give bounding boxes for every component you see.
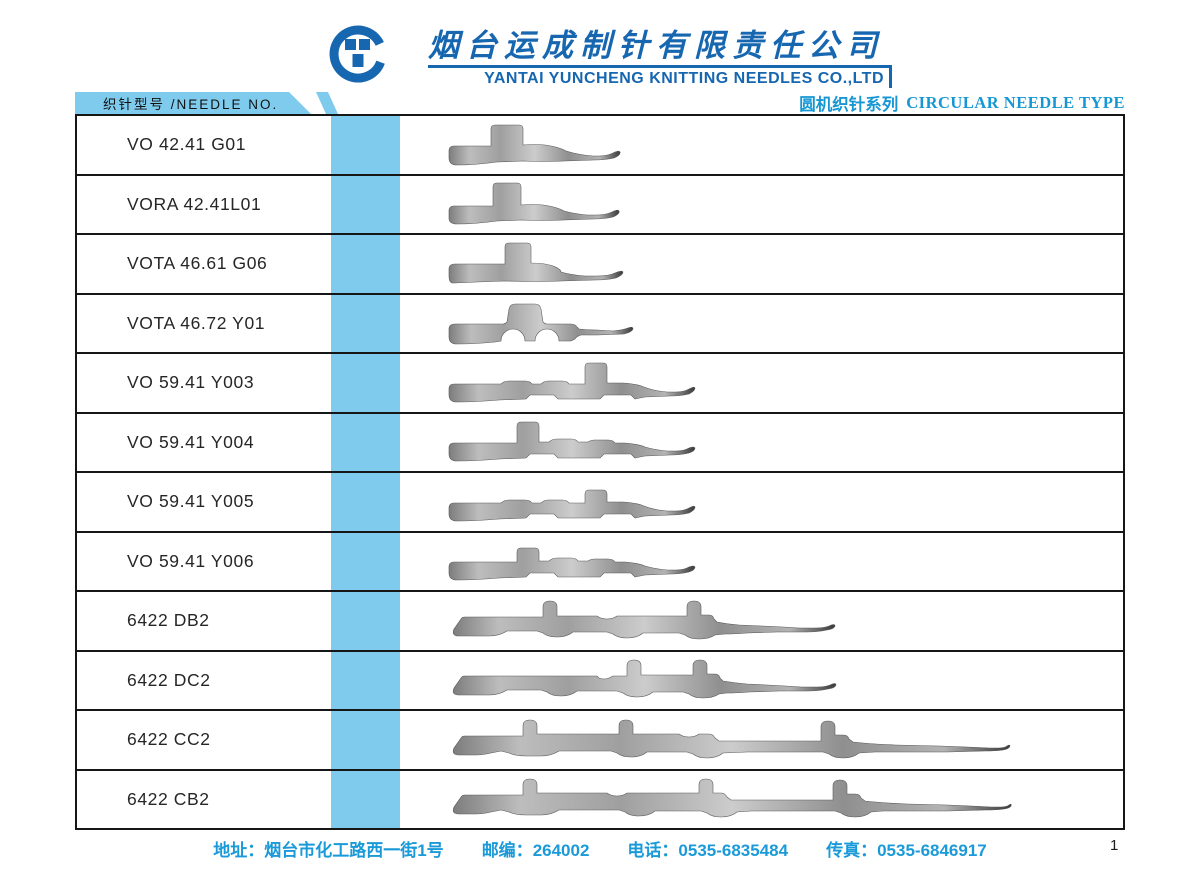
table-row: VO 59.41 Y003: [77, 352, 1123, 412]
needle-model-label: VOTA 46.72 Y01: [127, 312, 266, 333]
footer-address: 地址：烟台市化工路西一街1号: [213, 841, 444, 860]
needle-silhouette-image: [447, 477, 697, 527]
table-row: VO 59.41 Y004: [77, 411, 1123, 472]
table-row: VOTA 46.61 G06: [77, 233, 1123, 293]
needle-no-header-bar: 织针型号 /NEEDLE NO.: [75, 92, 311, 114]
needle-model-label: VORA 42.41L01: [127, 193, 262, 214]
company-logo-icon: [329, 25, 385, 83]
series-title-cn: 圆机织针系列: [799, 96, 899, 114]
table-row: VO 59.41 Y005: [77, 471, 1123, 531]
needle-silhouette-image: [447, 596, 847, 646]
needle-model-label: VO 59.41 Y004: [127, 431, 255, 452]
table-row: 6422 DB2: [77, 590, 1123, 650]
needle-silhouette-image: [447, 298, 642, 348]
footer-zip: 邮编：264002: [481, 841, 590, 860]
series-header: 圆机织针系列 CIRCULAR NEEDLE TYPE: [799, 92, 1125, 114]
table-row: VOTA 46.72 Y01: [77, 292, 1123, 353]
needle-model-label: 6422 CB2: [127, 788, 210, 809]
needle-silhouette-image: [447, 239, 637, 289]
needle-silhouette-image: [447, 536, 697, 586]
needle-model-label: 6422 DC2: [127, 669, 211, 690]
series-title-en: CIRCULAR NEEDLE TYPE: [906, 93, 1125, 112]
needle-silhouette-image: [447, 120, 627, 170]
needle-silhouette-image: [447, 358, 697, 408]
needle-silhouette-image: [447, 715, 1012, 765]
needle-table: VO 42.41 G01 VORA 42.41L01 VOTA 46.61 G06 V…: [75, 114, 1125, 830]
needle-model-label: 6422 DB2: [127, 610, 210, 631]
footer-fax: 传真：0535-6846917: [826, 841, 987, 860]
needle-model-label: 6422 CC2: [127, 729, 211, 750]
header-bar-slash-piece: [316, 92, 338, 114]
company-name-cn: 烟台运成制针有限责任公司: [428, 28, 884, 64]
needle-model-label: VO 59.41 Y006: [127, 550, 255, 571]
needle-model-label: VO 42.41 G01: [127, 134, 247, 155]
company-name-en: YANTAI YUNCHENG KNITTING NEEDLES CO.,LTD: [484, 70, 884, 87]
table-row: 6422 CB2: [77, 768, 1123, 829]
brand-block: 烟台运成制针有限责任公司 YANTAI YUNCHENG KNITTING NE…: [428, 28, 892, 88]
needle-silhouette-image: [447, 417, 697, 467]
needle-model-label: VOTA 46.61 G06: [127, 253, 268, 274]
needle-silhouette-image: [447, 179, 627, 229]
needle-no-header-label: 织针型号 /NEEDLE NO.: [103, 97, 279, 112]
table-row: VORA 42.41L01: [77, 173, 1123, 234]
table-row: 6422 CC2: [77, 709, 1123, 769]
table-row: 6422 DC2: [77, 649, 1123, 710]
page-number: 1: [1110, 837, 1119, 854]
table-row: VO 59.41 Y006: [77, 530, 1123, 591]
brand-underline: [428, 65, 892, 88]
brand-underline-tick: [889, 65, 892, 88]
footer-contact: 地址：烟台市化工路西一街1号 邮编：264002 电话：0535-6835484…: [75, 836, 1125, 861]
needle-model-label: VO 59.41 Y005: [127, 491, 255, 512]
needle-silhouette-image: [447, 655, 847, 705]
table-row: VO 42.41 G01: [77, 116, 1123, 174]
needle-silhouette-image: [447, 774, 1012, 824]
needle-model-label: VO 59.41 Y003: [127, 372, 255, 393]
footer-tel: 电话：0535-6835484: [627, 841, 789, 860]
